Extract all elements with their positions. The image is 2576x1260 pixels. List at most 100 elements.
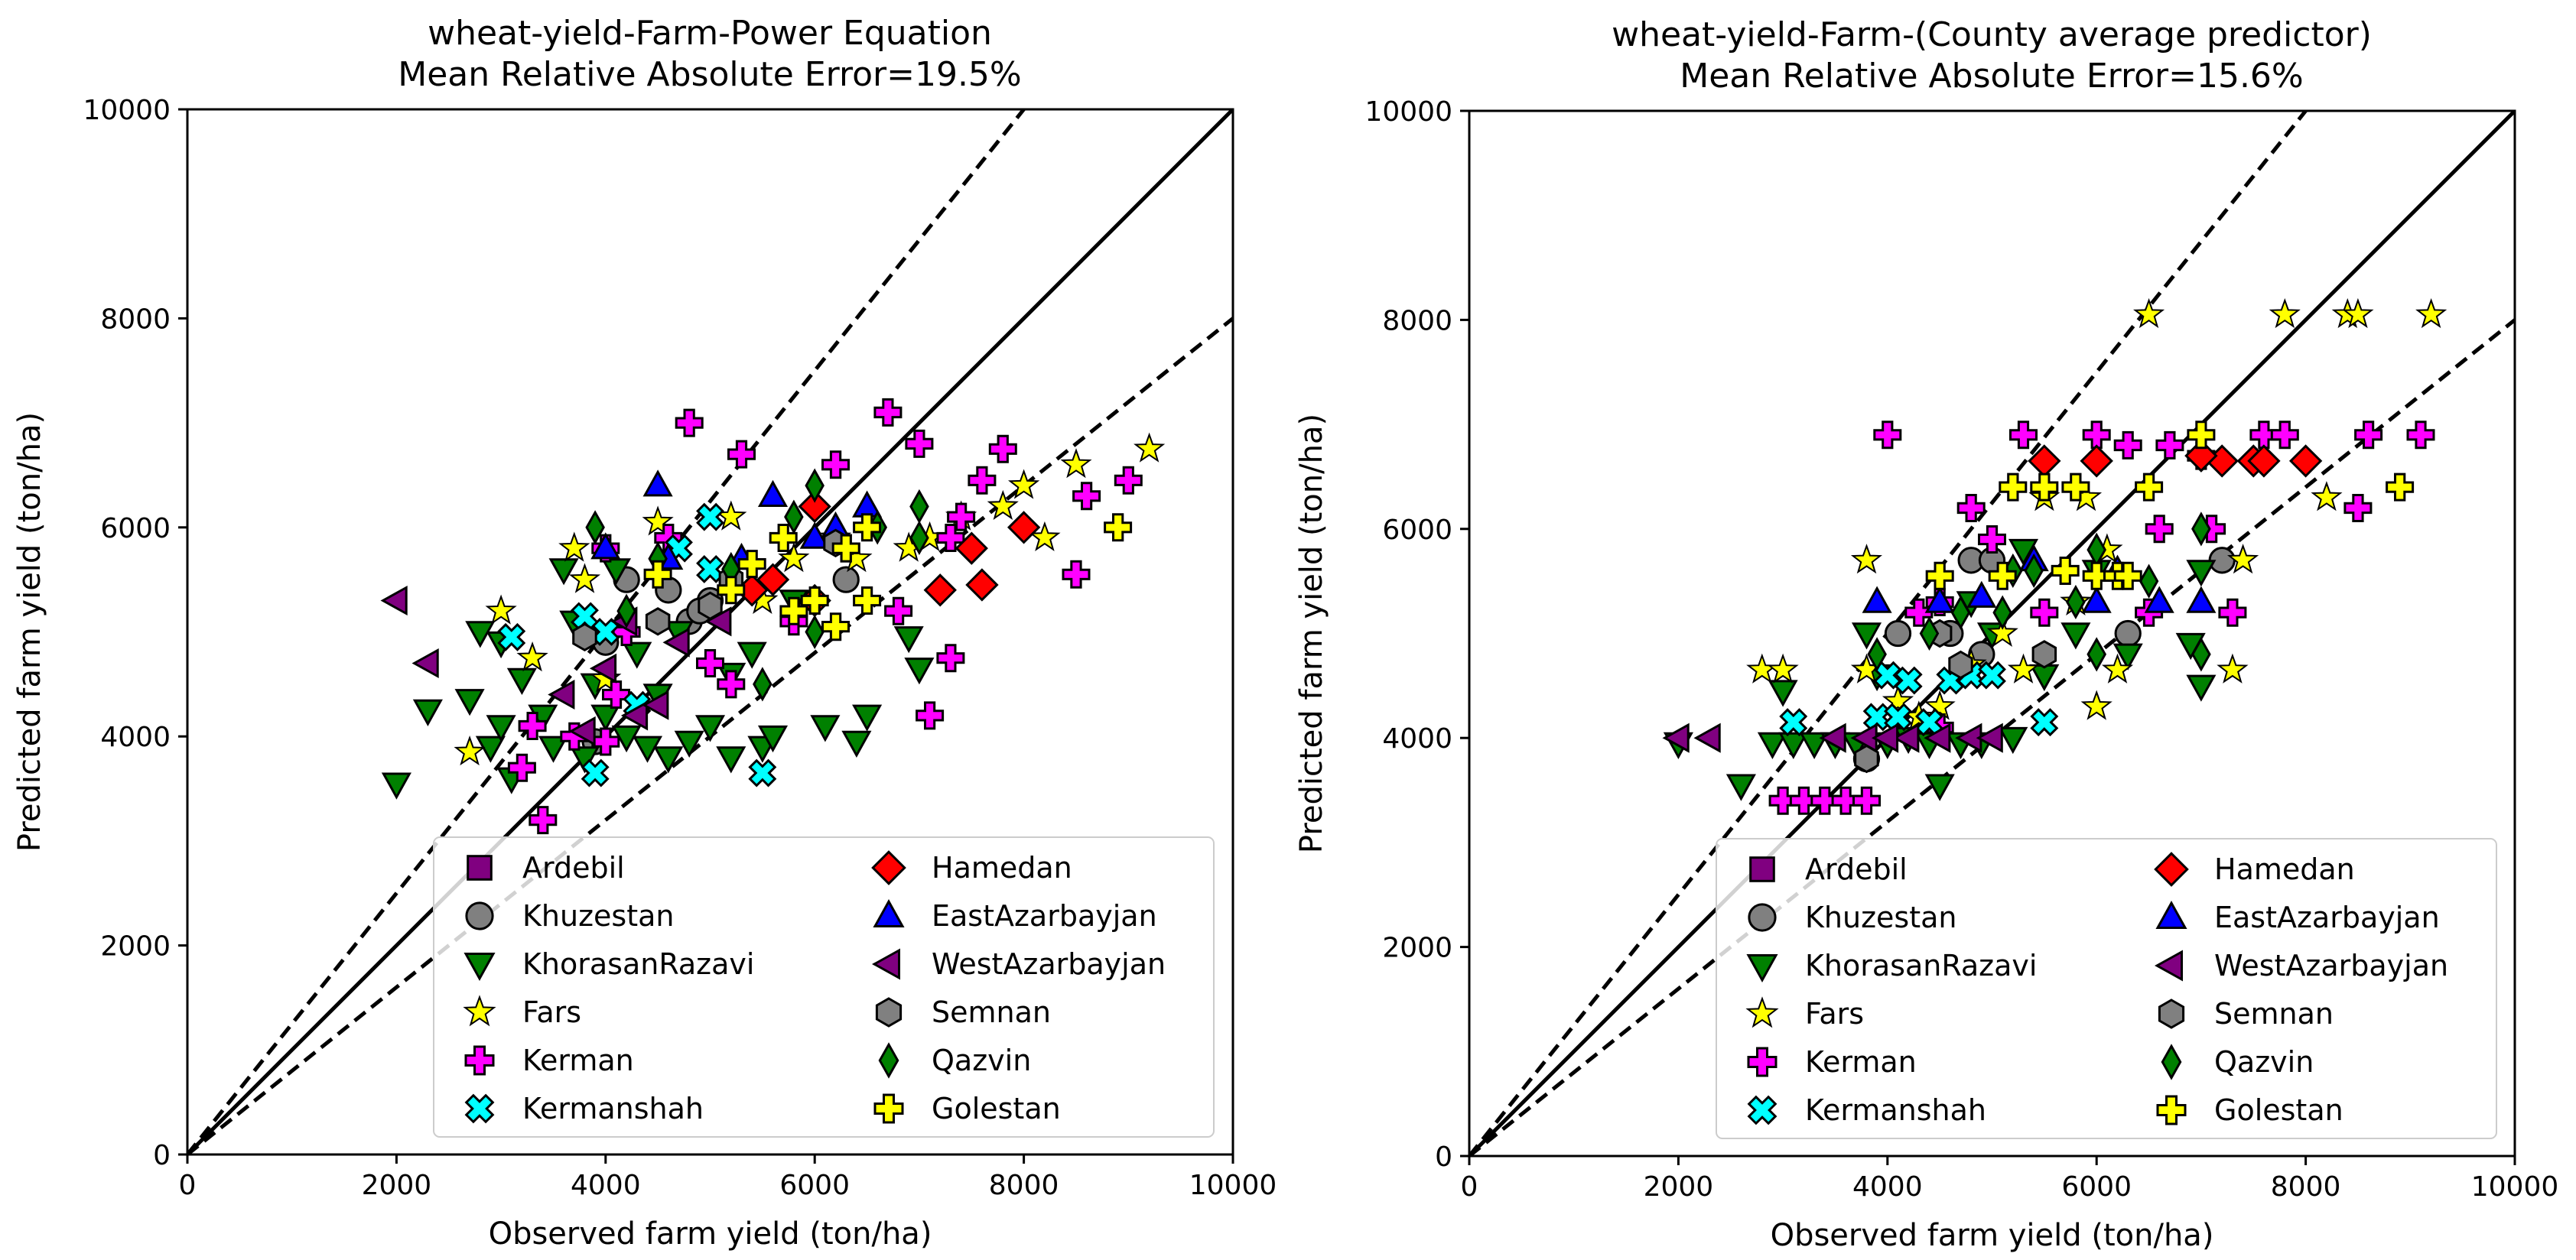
data-point-khorasanrazavi bbox=[600, 558, 632, 586]
legend-item-kermanshah: Kermanshah bbox=[464, 1092, 704, 1125]
y-axis-label: Predicted farm yield (ton/ha) bbox=[12, 412, 47, 852]
data-point-kerman bbox=[1072, 482, 1101, 511]
data-point-qazvin bbox=[2139, 563, 2159, 599]
data-point-kerman bbox=[696, 649, 724, 677]
legend-marker-semnan bbox=[875, 997, 903, 1028]
legend-item-fars: Fars bbox=[463, 995, 581, 1029]
data-point-golestan bbox=[2386, 472, 2415, 502]
data-point-kerman bbox=[1852, 786, 1881, 815]
data-point-qazvin bbox=[909, 489, 929, 524]
data-point-qazvin bbox=[1950, 595, 1971, 630]
legend-marker-golestan bbox=[873, 1093, 904, 1124]
data-point-kerman bbox=[1831, 786, 1860, 815]
data-point-kerman bbox=[2354, 421, 2383, 450]
data-point-golestan bbox=[717, 576, 746, 605]
data-point-semnan bbox=[645, 607, 671, 636]
data-point-fars bbox=[2269, 297, 2301, 329]
legend-marker-ardebil bbox=[1749, 856, 1775, 882]
data-point-golestan bbox=[769, 524, 798, 552]
plot-frame bbox=[186, 108, 1234, 1156]
data-point-khorasanrazavi bbox=[1998, 726, 2028, 755]
legend-item-golestan: Golestan bbox=[2156, 1093, 2343, 1127]
data-point-khorasanrazavi bbox=[622, 641, 652, 669]
data-point-khuzestan bbox=[2114, 619, 2142, 648]
legend-box bbox=[1716, 838, 2497, 1139]
data-point-khorasanrazavi bbox=[1924, 774, 1955, 801]
data-point-qazvin bbox=[784, 499, 804, 534]
data-point-fars bbox=[1767, 653, 1799, 684]
x-tick-label: 6000 bbox=[2061, 1171, 2132, 1203]
data-point-hamedan bbox=[923, 573, 957, 607]
data-points bbox=[380, 398, 1166, 835]
data-point-kerman bbox=[1978, 525, 2006, 554]
chart-title: wheat-yield-Farm-(County average predict… bbox=[1612, 15, 2372, 54]
data-point-khorasanrazavi bbox=[412, 699, 443, 726]
data-point-hamedan bbox=[2247, 444, 2281, 478]
data-point-kerman bbox=[873, 398, 903, 427]
data-point-kerman bbox=[2249, 421, 2278, 450]
data-point-fars bbox=[1008, 469, 1040, 499]
data-point-fars bbox=[2080, 690, 2113, 720]
data-point-kermanshah bbox=[591, 618, 620, 646]
data-point-kermanshah bbox=[748, 758, 777, 788]
data-point-kerman bbox=[905, 429, 934, 458]
x-tick-label: 2000 bbox=[362, 1170, 432, 1201]
data-point-golestan bbox=[2113, 561, 2142, 590]
data-point-kerman bbox=[2343, 494, 2373, 522]
legend-label: Semnan bbox=[932, 995, 1051, 1029]
data-point-eastazarbayjan bbox=[2144, 586, 2174, 613]
data-point-qazvin bbox=[2191, 637, 2211, 672]
data-point-hamedan bbox=[1007, 511, 1041, 544]
legend-marker-kermanshah bbox=[1747, 1095, 1778, 1125]
x-tick-label: 10000 bbox=[2471, 1171, 2559, 1203]
legend-item-semnan: Semnan bbox=[2158, 997, 2334, 1031]
legend-label: Qazvin bbox=[2214, 1045, 2314, 1079]
data-point-westazarbayjan bbox=[620, 700, 649, 731]
data-point-westazarbayjan bbox=[380, 585, 408, 616]
data-point-fars bbox=[778, 542, 810, 573]
data-point-kermanshah bbox=[1978, 661, 2006, 690]
legend-label: Fars bbox=[1805, 997, 1864, 1031]
data-points bbox=[1662, 297, 2448, 815]
data-point-fars bbox=[2415, 297, 2448, 329]
legend-label: Fars bbox=[522, 995, 581, 1029]
x-tick-label: 4000 bbox=[571, 1170, 641, 1201]
chart-panel-county-average: wheat-yield-Farm-(County average predict… bbox=[1294, 15, 2558, 1253]
y-tick-label: 0 bbox=[1435, 1141, 1452, 1173]
legend-label: Hamedan bbox=[932, 851, 1072, 885]
legend-label: Kerman bbox=[522, 1044, 634, 1077]
data-point-hamedan bbox=[965, 568, 999, 602]
data-point-kermanshah bbox=[1894, 666, 1923, 695]
y-tick-label: 8000 bbox=[100, 304, 171, 335]
data-point-khorasanrazavi bbox=[716, 746, 746, 774]
data-point-kerman bbox=[2155, 430, 2184, 460]
legend-item-golestan: Golestan bbox=[873, 1092, 1061, 1125]
legend-marker-westazarbayjan bbox=[2155, 950, 2183, 982]
data-point-khorasanrazavi bbox=[548, 558, 579, 586]
data-point-khorasanrazavi bbox=[538, 736, 569, 763]
data-point-fars bbox=[1029, 521, 1061, 552]
legend: Ardebil Khuzestan KhorasanRazavi Fars Kerman… bbox=[433, 836, 1215, 1138]
legend-item-khuzestan: Khuzestan bbox=[1748, 901, 1956, 934]
data-point-eastazarbayjan bbox=[1924, 586, 1955, 613]
data-point-kerman bbox=[727, 440, 756, 469]
legend-item-kermanshah: Kermanshah bbox=[1747, 1093, 1986, 1127]
data-point-khorasanrazavi bbox=[590, 704, 621, 732]
data-point-hamedan bbox=[2288, 444, 2323, 478]
data-point-hamedan bbox=[798, 489, 831, 524]
data-point-fars bbox=[2342, 297, 2374, 329]
data-point-kerman bbox=[936, 644, 965, 673]
data-point-kerman bbox=[1062, 560, 1091, 589]
data-point-fars bbox=[1924, 690, 1956, 720]
data-point-fars bbox=[642, 505, 674, 536]
data-point-kerman bbox=[2270, 421, 2299, 450]
data-point-khorasanrazavi bbox=[2029, 664, 2060, 692]
data-point-khorasanrazavi bbox=[611, 725, 642, 753]
data-point-kermanshah bbox=[696, 554, 724, 583]
data-point-westazarbayjan bbox=[1693, 723, 1721, 753]
data-point-fars bbox=[516, 641, 548, 672]
legend-label: Khuzestan bbox=[522, 899, 674, 933]
legend-marker-kerman bbox=[1747, 1047, 1778, 1077]
legend-item-ardebil: Ardebil bbox=[467, 851, 625, 885]
